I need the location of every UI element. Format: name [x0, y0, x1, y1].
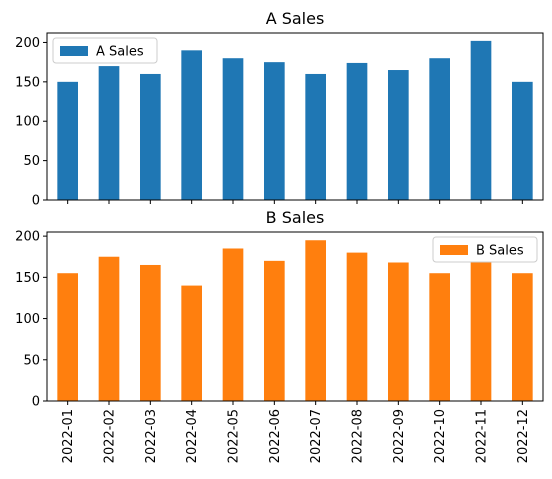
bar-2022-11	[470, 40, 492, 201]
subplot-1: A Sales 0 50 100 150 200 A Sales	[15, 9, 544, 209]
y-tick-label: 150	[15, 271, 40, 286]
y-tick-label: 100	[15, 115, 40, 130]
legend: A Sales	[52, 37, 158, 64]
x-tick-label: 2022-02	[103, 409, 118, 463]
legend-swatch	[440, 245, 468, 255]
x-tick-label: 2022-10	[433, 409, 448, 463]
y-tick-label: 0	[32, 395, 40, 410]
bar-2022-10	[429, 273, 450, 401]
x-tick-label: 2022-06	[268, 409, 283, 463]
y-tick-label: 200	[15, 36, 40, 51]
plot-frame	[46, 231, 544, 402]
y-tick-label: 200	[15, 230, 40, 245]
bar-2022-03	[140, 264, 161, 401]
y-tick-label: 50	[23, 154, 40, 169]
x-tick-label: 2022-01	[61, 409, 76, 463]
bar-2022-08	[346, 252, 368, 401]
bar-2022-04	[181, 285, 202, 401]
bar-2022-02	[98, 256, 120, 401]
bar-2022-09	[388, 262, 409, 401]
legend-swatch	[60, 46, 88, 56]
y-tick-label: 50	[23, 353, 40, 368]
chart-title: A Sales	[266, 9, 325, 28]
bar-2022-09	[388, 70, 409, 200]
legend-label: A Sales	[96, 45, 144, 60]
bar-2022-12	[512, 81, 533, 200]
legend-box	[432, 236, 538, 263]
chart-title: B Sales	[266, 208, 325, 227]
bar-2022-06	[264, 62, 285, 200]
bar-2022-06	[264, 260, 285, 401]
x-tick-label: 2022-03	[144, 409, 159, 463]
bar-2022-07	[305, 240, 326, 401]
x-tick-label: 2022-04	[185, 409, 200, 463]
plot-frame	[46, 32, 544, 201]
bar-2022-10	[429, 58, 450, 200]
bar-2022-02	[98, 66, 120, 201]
bar-2022-07	[305, 73, 326, 200]
bar-2022-03	[140, 73, 161, 200]
subplot-2: B Sales 0 50 100 150 200 2022-01 2022-02 2022-03…	[15, 208, 544, 463]
bar-2022-05	[222, 58, 244, 200]
bar-2022-01	[57, 81, 78, 200]
bar-2022-12	[512, 273, 533, 401]
bar-2022-11	[470, 262, 492, 401]
y-tick-label: 150	[15, 75, 40, 90]
bar-2022-05	[222, 248, 244, 401]
x-tick-label: 2022-07	[309, 409, 324, 463]
x-tick-label: 2022-05	[227, 409, 242, 463]
bar-2022-08	[346, 62, 368, 201]
x-tick-label: 2022-09	[392, 409, 407, 463]
bar-2022-01	[57, 273, 78, 401]
legend-box	[52, 37, 158, 64]
x-tick-label: 2022-08	[351, 409, 366, 463]
x-tick-label: 2022-11	[475, 409, 490, 463]
legend-label: B Sales	[476, 244, 524, 259]
y-tick-label: 0	[32, 194, 40, 209]
legend: B Sales	[432, 236, 538, 263]
bar-2022-04	[181, 50, 202, 201]
x-tick-label: 2022-12	[516, 409, 531, 463]
y-tick-label: 100	[15, 312, 40, 327]
